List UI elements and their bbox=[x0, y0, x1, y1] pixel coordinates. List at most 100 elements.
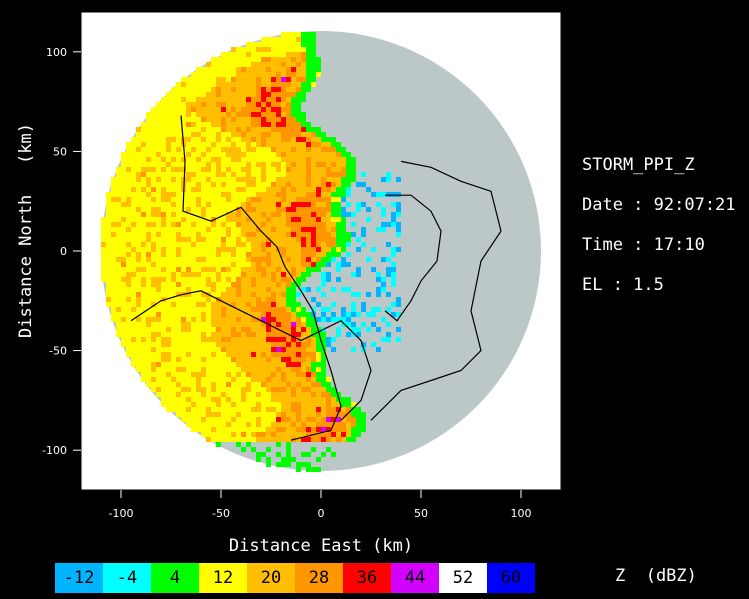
echo-cell bbox=[336, 167, 341, 172]
echo-cell bbox=[351, 232, 356, 237]
echo-cell bbox=[266, 312, 271, 317]
echo-cell bbox=[256, 192, 261, 197]
echo-cell bbox=[351, 412, 356, 417]
echo-cell bbox=[251, 47, 256, 52]
echo-cell bbox=[256, 402, 261, 407]
echo-cell bbox=[256, 112, 261, 117]
echo-cell bbox=[196, 347, 201, 352]
echo-cell bbox=[201, 197, 206, 202]
echo-cell bbox=[261, 162, 266, 167]
echo-cell bbox=[241, 397, 246, 402]
echo-cell bbox=[281, 37, 286, 42]
echo-cell bbox=[261, 127, 266, 132]
echo-cell bbox=[176, 362, 181, 367]
echo-cell bbox=[236, 297, 241, 302]
echo-cell bbox=[146, 262, 151, 267]
echo-cell bbox=[226, 127, 231, 132]
echo-cell bbox=[161, 97, 166, 102]
echo-cell bbox=[181, 332, 186, 337]
echo-cell bbox=[156, 387, 161, 392]
echo-cell bbox=[126, 302, 131, 307]
echo-cell bbox=[331, 227, 336, 232]
echo-cell bbox=[151, 327, 156, 332]
echo-cell bbox=[281, 312, 286, 317]
echo-cell bbox=[116, 322, 121, 327]
echo-cell bbox=[341, 407, 346, 412]
echo-cell bbox=[201, 417, 206, 422]
echo-cell bbox=[286, 337, 291, 342]
echo-cell bbox=[291, 422, 296, 427]
echo-cell bbox=[211, 427, 216, 432]
echo-cell bbox=[226, 417, 231, 422]
echo-cell bbox=[161, 172, 166, 177]
echo-cell bbox=[226, 82, 231, 87]
echo-cell bbox=[126, 152, 131, 157]
echo-cell bbox=[351, 177, 356, 182]
echo-cell bbox=[331, 407, 336, 412]
echo-cell bbox=[266, 117, 271, 122]
echo-cell bbox=[206, 367, 211, 372]
echo-cell bbox=[141, 322, 146, 327]
echo-cell bbox=[216, 422, 221, 427]
echo-cell bbox=[351, 347, 356, 352]
echo-cell bbox=[241, 192, 246, 197]
echo-cell bbox=[221, 287, 226, 292]
echo-cell bbox=[146, 357, 151, 362]
echo-cell bbox=[201, 322, 206, 327]
echo-cell bbox=[286, 422, 291, 427]
echo-cell bbox=[271, 167, 276, 172]
echo-cell bbox=[386, 192, 391, 197]
echo-cell bbox=[311, 327, 316, 332]
echo-cell bbox=[146, 272, 151, 277]
echo-cell bbox=[111, 262, 116, 267]
echo-cell bbox=[311, 257, 316, 262]
echo-cell bbox=[181, 82, 186, 87]
echo-cell bbox=[336, 142, 341, 147]
echo-cell bbox=[296, 322, 301, 327]
echo-cell bbox=[236, 82, 241, 87]
echo-cell bbox=[166, 197, 171, 202]
echo-cell bbox=[246, 327, 251, 332]
echo-cell bbox=[216, 72, 221, 77]
echo-cell bbox=[176, 357, 181, 362]
echo-cell bbox=[256, 207, 261, 212]
echo-cell bbox=[306, 57, 311, 62]
echo-cell bbox=[286, 52, 291, 57]
echo-cell bbox=[146, 382, 151, 387]
echo-cell bbox=[136, 302, 141, 307]
echo-cell bbox=[291, 162, 296, 167]
echo-cell bbox=[206, 252, 211, 257]
echo-cell bbox=[321, 332, 326, 337]
echo-cell bbox=[216, 232, 221, 237]
echo-cell bbox=[261, 352, 266, 357]
echo-cell bbox=[181, 92, 186, 97]
echo-cell bbox=[191, 397, 196, 402]
echo-cell bbox=[361, 227, 366, 232]
echo-cell bbox=[321, 362, 326, 367]
echo-cell bbox=[271, 197, 276, 202]
echo-cell bbox=[191, 382, 196, 387]
echo-cell bbox=[311, 67, 316, 72]
echo-cell bbox=[296, 102, 301, 107]
echo-cell bbox=[191, 127, 196, 132]
echo-cell bbox=[206, 187, 211, 192]
echo-cell bbox=[221, 387, 226, 392]
echo-cell bbox=[226, 177, 231, 182]
echo-cell bbox=[136, 132, 141, 137]
echo-cell bbox=[341, 317, 346, 322]
echo-cell bbox=[196, 262, 201, 267]
echo-cell bbox=[221, 142, 226, 147]
echo-cell bbox=[241, 342, 246, 347]
echo-cell bbox=[196, 342, 201, 347]
echo-cell bbox=[246, 72, 251, 77]
echo-cell bbox=[201, 92, 206, 97]
echo-cell bbox=[176, 412, 181, 417]
echo-cell bbox=[156, 212, 161, 217]
echo-cell bbox=[276, 147, 281, 152]
echo-cell bbox=[266, 327, 271, 332]
echo-cell bbox=[256, 322, 261, 327]
echo-cell bbox=[111, 192, 116, 197]
echo-cell bbox=[216, 377, 221, 382]
echo-cell bbox=[236, 272, 241, 277]
echo-cell bbox=[116, 272, 121, 277]
